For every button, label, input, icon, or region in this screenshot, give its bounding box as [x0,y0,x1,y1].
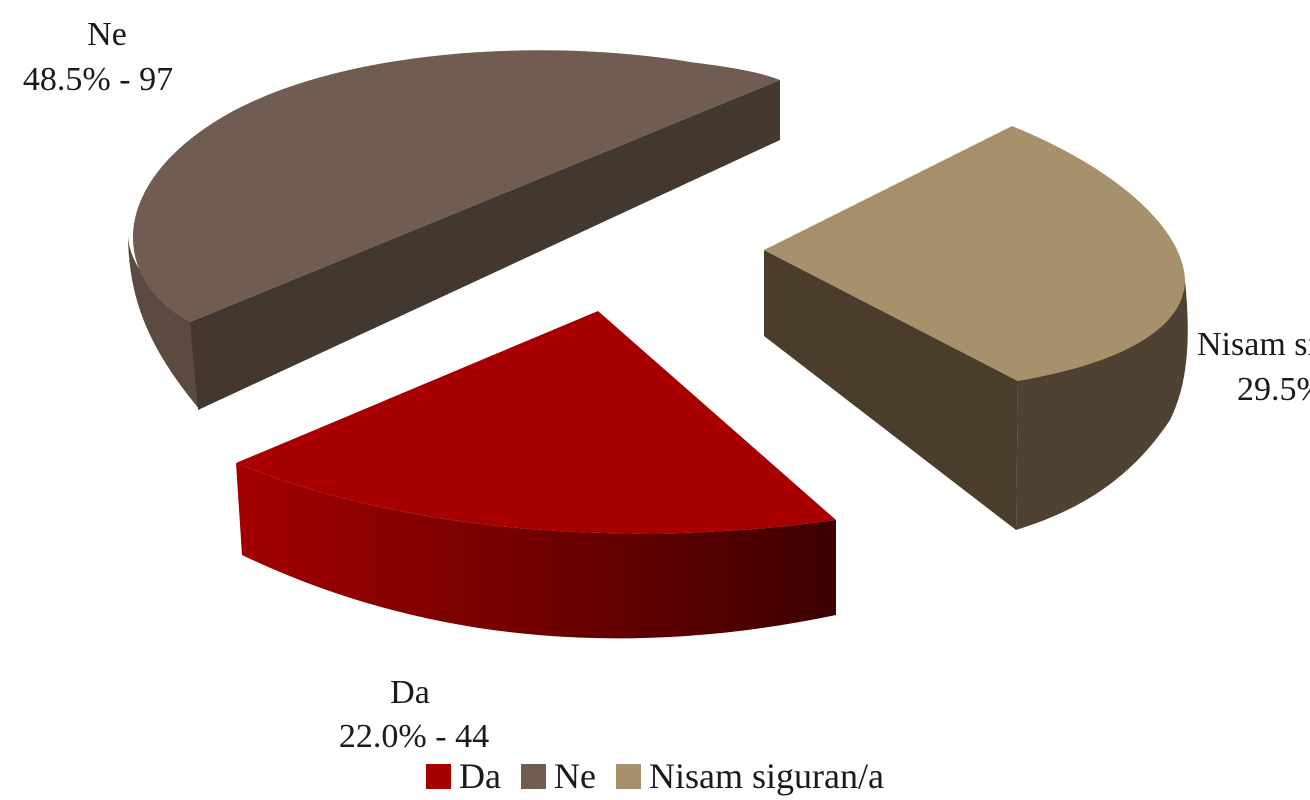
legend-label-nisam: Nisam siguran/a [649,756,884,796]
slice-da-top [236,311,836,534]
chart-legend: Da Ne Nisam siguran/a [0,752,1310,800]
slice-da-side [236,463,836,639]
slice-nisam-top [764,126,1185,381]
legend-swatch-nisam [616,763,641,789]
slice-nisam-front-side [764,250,1018,530]
slice-ne-top [133,50,780,323]
slice-label-da-name: Da [390,674,430,711]
slice-nisam-rim [1016,280,1188,530]
slice-ne-rim [128,233,200,410]
legend-item-nisam: Nisam siguran/a [616,755,884,797]
slice-da [236,311,836,639]
slice-nisam [764,126,1188,530]
slice-label-da-value: 22.0% - 44 [339,718,489,755]
legend-swatch-da [426,763,452,789]
legend-item-ne: Ne [521,755,596,797]
slice-label-nisam-value: 29.5% - 59 [1237,371,1310,408]
legend-label-da: Da [459,756,502,796]
slice-ne [128,50,780,410]
legend-swatch-ne [521,763,547,789]
slice-label-ne-name: Ne [87,16,127,53]
slice-label-nisam-name: Nisam siguran/a [1197,326,1310,363]
slice-ne-side [190,80,780,410]
legend-item-da: Da [426,755,501,797]
slice-label-ne-value: 48.5% - 97 [23,61,173,98]
legend-label-ne: Ne [554,756,596,796]
